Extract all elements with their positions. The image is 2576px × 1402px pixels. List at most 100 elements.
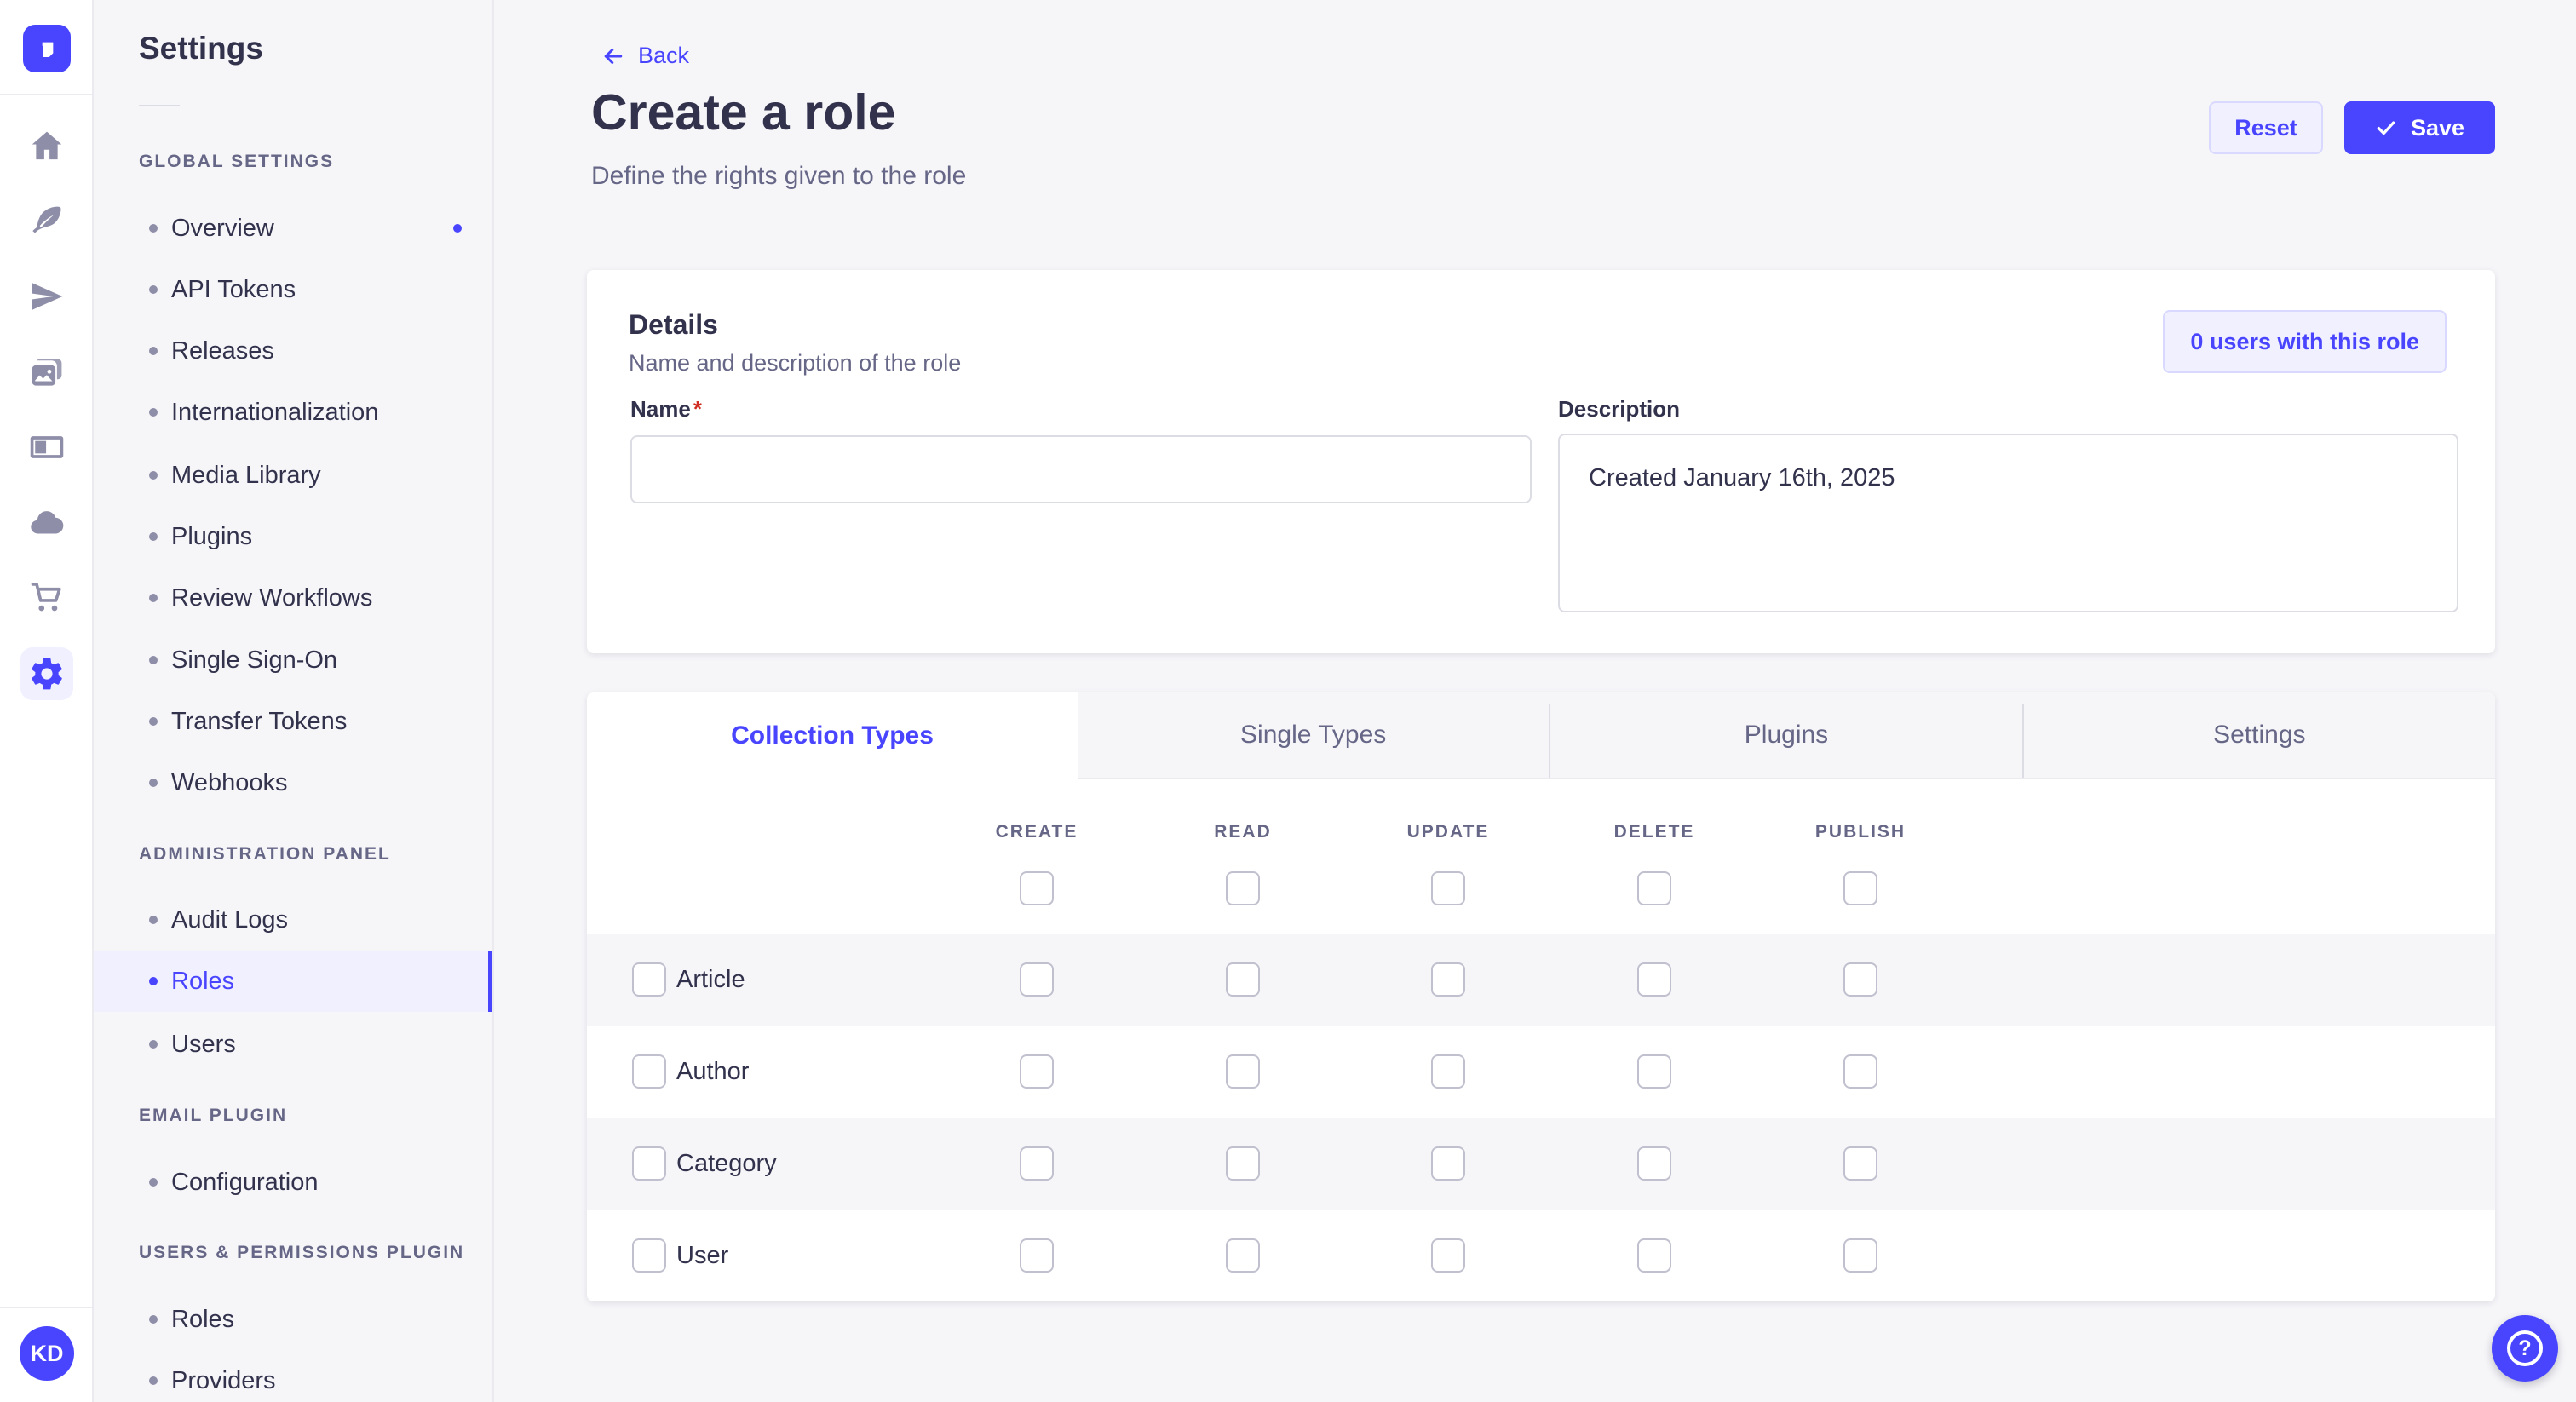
arrow-left-icon bbox=[604, 48, 623, 64]
select-row-checkbox[interactable] bbox=[632, 1238, 666, 1273]
help-button[interactable]: ? bbox=[2492, 1315, 2558, 1382]
name-input[interactable] bbox=[630, 435, 1532, 503]
category-create-checkbox[interactable] bbox=[1020, 1146, 1054, 1181]
author-read-checkbox[interactable] bbox=[1226, 1054, 1260, 1089]
bullet-icon bbox=[149, 1178, 158, 1187]
select-all-read-checkbox[interactable] bbox=[1226, 871, 1260, 905]
sidebar-item-roles-up[interactable]: Roles bbox=[94, 1289, 492, 1350]
cart-icon[interactable] bbox=[28, 579, 66, 617]
sidebar-item-providers[interactable]: Providers bbox=[94, 1350, 492, 1402]
sidebar-item-configuration[interactable]: Configuration bbox=[94, 1152, 492, 1213]
column-header-read: READ bbox=[1214, 822, 1272, 842]
paper-plane-icon[interactable] bbox=[28, 278, 66, 315]
author-delete-checkbox[interactable] bbox=[1637, 1054, 1671, 1089]
name-label-text: Name bbox=[630, 396, 691, 422]
tab-collection-types[interactable]: Collection Types bbox=[587, 692, 1078, 779]
cloud-icon[interactable] bbox=[28, 504, 66, 542]
sidebar-item-internationalization[interactable]: Internationalization bbox=[94, 382, 492, 443]
sidebar-item-label: Media Library bbox=[171, 461, 321, 489]
author-publish-checkbox[interactable] bbox=[1843, 1054, 1877, 1089]
author-update-checkbox[interactable] bbox=[1431, 1054, 1465, 1089]
select-row-checkbox[interactable] bbox=[632, 1054, 666, 1089]
sidebar-item-releases[interactable]: Releases bbox=[94, 320, 492, 382]
select-row-checkbox[interactable] bbox=[632, 1146, 666, 1181]
sidebar-item-api-tokens[interactable]: API Tokens bbox=[94, 259, 492, 320]
article-publish-checkbox[interactable] bbox=[1843, 962, 1877, 997]
sidebar-item-label: API Tokens bbox=[171, 275, 296, 303]
bullet-icon bbox=[149, 779, 158, 787]
article-create-checkbox[interactable] bbox=[1020, 962, 1054, 997]
rail-divider-top bbox=[0, 94, 94, 95]
check-icon bbox=[2377, 121, 2395, 135]
settings-subnav: Settings GLOBAL SETTINGS Overview API To… bbox=[94, 0, 494, 1402]
save-button[interactable]: Save bbox=[2344, 101, 2495, 154]
user-update-checkbox[interactable] bbox=[1431, 1238, 1465, 1273]
users-with-role-button[interactable]: 0 users with this role bbox=[2163, 310, 2447, 373]
sidebar-item-label: Plugins bbox=[171, 522, 253, 550]
category-update-checkbox[interactable] bbox=[1431, 1146, 1465, 1181]
sidebar-item-label: Review Workflows bbox=[171, 583, 373, 612]
permissions-tabs: Collection Types Single Types Plugins Se… bbox=[587, 692, 2495, 779]
sidebar-item-overview[interactable]: Overview bbox=[94, 198, 492, 259]
tab-single-types[interactable]: Single Types bbox=[1240, 721, 1387, 749]
sidebar-item-roles-admin[interactable]: Roles bbox=[94, 951, 492, 1012]
sidebar-item-label: Single Sign-On bbox=[171, 646, 338, 674]
select-row-checkbox[interactable] bbox=[632, 962, 666, 997]
select-all-create-checkbox[interactable] bbox=[1020, 871, 1054, 905]
feather-icon[interactable] bbox=[28, 202, 66, 239]
icon-rail: KD bbox=[0, 0, 94, 1402]
sidebar-item-label: Configuration bbox=[171, 1168, 319, 1196]
sidebar-item-webhooks[interactable]: Webhooks bbox=[94, 752, 492, 813]
category-delete-checkbox[interactable] bbox=[1637, 1146, 1671, 1181]
bullet-icon bbox=[149, 408, 158, 417]
bullet-icon bbox=[149, 532, 158, 541]
bullet-icon bbox=[149, 916, 158, 924]
save-label: Save bbox=[2410, 114, 2465, 141]
bullet-icon bbox=[149, 1315, 158, 1324]
sidebar-item-label: Overview bbox=[171, 214, 274, 242]
bullet-icon bbox=[149, 1376, 158, 1385]
sidebar-item-label: Providers bbox=[171, 1366, 276, 1394]
article-delete-checkbox[interactable] bbox=[1637, 962, 1671, 997]
sidebar-item-plugins[interactable]: Plugins bbox=[94, 506, 492, 567]
bullet-icon bbox=[149, 656, 158, 664]
tab-separator bbox=[1549, 704, 1551, 778]
strapi-logo[interactable] bbox=[23, 25, 71, 72]
bullet-icon bbox=[149, 717, 158, 726]
sidebar-item-users[interactable]: Users bbox=[94, 1014, 492, 1075]
user-create-checkbox[interactable] bbox=[1020, 1238, 1054, 1273]
back-link[interactable]: Back bbox=[601, 43, 689, 69]
user-publish-checkbox[interactable] bbox=[1843, 1238, 1877, 1273]
reset-button[interactable]: Reset bbox=[2209, 101, 2323, 154]
avatar[interactable]: KD bbox=[20, 1326, 74, 1381]
category-publish-checkbox[interactable] bbox=[1843, 1146, 1877, 1181]
gear-icon[interactable] bbox=[20, 647, 73, 700]
category-read-checkbox[interactable] bbox=[1226, 1146, 1260, 1181]
sidebar-item-single-sign-on[interactable]: Single Sign-On bbox=[94, 629, 492, 691]
user-read-checkbox[interactable] bbox=[1226, 1238, 1260, 1273]
sidebar-item-media-library[interactable]: Media Library bbox=[94, 445, 492, 506]
required-asterisk: * bbox=[693, 396, 702, 422]
sidebar-item-review-workflows[interactable]: Review Workflows bbox=[94, 567, 492, 629]
tab-settings[interactable]: Settings bbox=[2213, 721, 2306, 749]
home-icon[interactable] bbox=[28, 127, 66, 164]
media-library-icon[interactable] bbox=[28, 353, 66, 391]
sidebar-item-label: Roles bbox=[171, 1305, 235, 1333]
table-row-user: User bbox=[587, 1210, 2495, 1301]
select-all-publish-checkbox[interactable] bbox=[1843, 871, 1877, 905]
select-all-delete-checkbox[interactable] bbox=[1637, 871, 1671, 905]
details-card: Details Name and description of the role… bbox=[587, 270, 2495, 653]
bullet-icon bbox=[149, 977, 158, 985]
user-delete-checkbox[interactable] bbox=[1637, 1238, 1671, 1273]
article-read-checkbox[interactable] bbox=[1226, 962, 1260, 997]
sidebar-item-label: Roles bbox=[171, 967, 235, 995]
author-create-checkbox[interactable] bbox=[1020, 1054, 1054, 1089]
sidebar-item-audit-logs[interactable]: Audit Logs bbox=[94, 889, 492, 951]
article-update-checkbox[interactable] bbox=[1431, 962, 1465, 997]
sidebar-item-transfer-tokens[interactable]: Transfer Tokens bbox=[94, 691, 492, 752]
content-manager-icon[interactable] bbox=[28, 428, 66, 466]
details-title: Details bbox=[629, 309, 718, 340]
description-textarea[interactable]: Created January 16th, 2025 bbox=[1558, 434, 2458, 612]
tab-plugins[interactable]: Plugins bbox=[1744, 721, 1829, 749]
select-all-update-checkbox[interactable] bbox=[1431, 871, 1465, 905]
